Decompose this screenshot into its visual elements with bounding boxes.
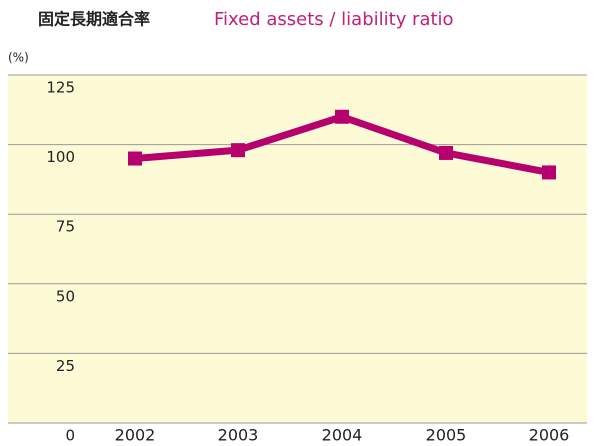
point <box>542 165 556 180</box>
y-tick-label: 75 <box>56 218 75 236</box>
x-tick-label: 2006 <box>529 426 570 445</box>
x-tick-label: 2005 <box>426 426 467 445</box>
x-tick-label: 2004 <box>322 426 363 445</box>
chart-subtitle: Fixed assets / liability ratio <box>214 9 454 30</box>
point <box>335 109 349 124</box>
x-tick-label: 2002 <box>115 426 156 445</box>
point <box>439 145 453 160</box>
x-tick-label: 2003 <box>218 426 259 445</box>
y-tick-label: 50 <box>56 287 75 305</box>
plot-area <box>8 75 587 423</box>
y-tick-label: 0 <box>65 427 75 445</box>
chart-title: 固定長期適合率 <box>38 10 150 29</box>
y-tick-label: 25 <box>56 357 75 375</box>
y-tick-label: 125 <box>46 79 75 97</box>
y-tick-label: 100 <box>46 148 75 166</box>
point <box>231 143 245 158</box>
y-axis-label: (%) <box>8 51 29 65</box>
point <box>128 151 142 166</box>
